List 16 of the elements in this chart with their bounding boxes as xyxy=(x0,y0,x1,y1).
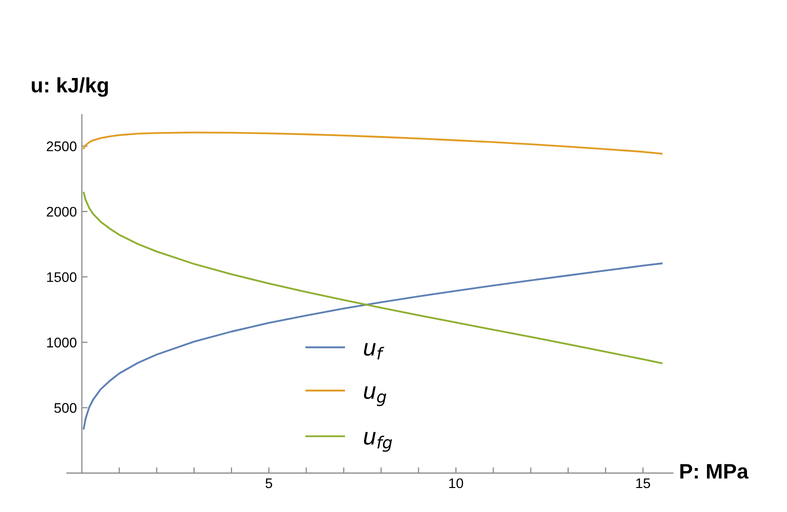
x-tick-label: 5 xyxy=(266,478,272,488)
x-tick-label: 10 xyxy=(449,478,464,488)
y-tick-label: 2500 xyxy=(46,141,76,152)
y-tick-label: 500 xyxy=(54,403,76,413)
y-tick-label: 1000 xyxy=(47,338,76,348)
line-series xyxy=(82,192,663,364)
y-axis-title: u: kJ/kg xyxy=(32,77,108,97)
legend-label: u$_{f}$ xyxy=(364,343,384,360)
legend-label: u$_{g}$ xyxy=(364,386,386,406)
line-series xyxy=(82,132,663,155)
x-axis-title: P: MPa xyxy=(680,464,749,479)
legend-label: u$_{fg}$ xyxy=(364,432,392,452)
y-tick-label: 1500 xyxy=(47,272,76,282)
line-series xyxy=(82,262,663,430)
y-tick-label: 2000 xyxy=(46,206,76,217)
x-tick-label: 15 xyxy=(636,478,650,488)
